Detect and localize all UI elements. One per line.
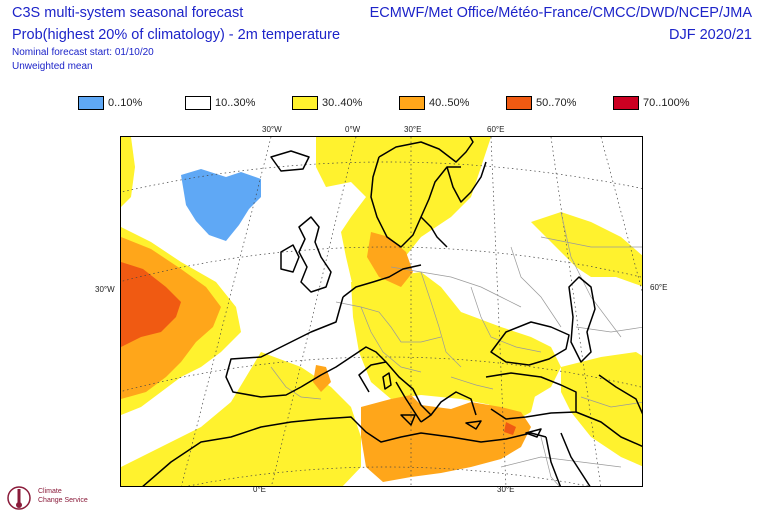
copernicus-logo: Climate Change Service bbox=[4, 478, 114, 518]
lon-label-right: 60°E bbox=[650, 283, 668, 292]
legend-item: 40..50% bbox=[399, 95, 469, 111]
legend-label: 30..40% bbox=[322, 97, 363, 109]
forecast-start: Nominal forecast start: 01/10/20 bbox=[12, 47, 154, 58]
legend-swatch bbox=[185, 96, 211, 110]
map-subtitle: Prob(highest 20% of climatology) - 2m te… bbox=[12, 27, 341, 43]
graticule bbox=[121, 137, 642, 486]
legend-swatch bbox=[399, 96, 425, 110]
contributing-centres: ECMWF/Met Office/Météo-France/CMCC/DWD/N… bbox=[369, 5, 752, 21]
legend-item: 50..70% bbox=[506, 95, 576, 111]
red-regions bbox=[121, 262, 516, 435]
coastlines bbox=[142, 137, 642, 486]
blue-region bbox=[181, 169, 261, 241]
legend: 0..10% 10..30% 30..40% 40..50% 50..70% 7… bbox=[78, 95, 698, 113]
legend-label: 50..70% bbox=[536, 97, 577, 109]
probability-map bbox=[120, 136, 643, 487]
legend-label: 10..30% bbox=[215, 97, 256, 109]
lon-label-top: 30°W bbox=[262, 125, 282, 134]
season-label: DJF 2020/21 bbox=[668, 27, 752, 43]
lon-label-top: 0°W bbox=[345, 125, 361, 134]
legend-label: 40..50% bbox=[429, 97, 470, 109]
legend-item: 70..100% bbox=[613, 95, 689, 111]
lon-label-left: 30°W bbox=[95, 285, 115, 294]
lon-label-bottom: 30°E bbox=[497, 485, 515, 494]
lon-label-top: 60°E bbox=[487, 125, 505, 134]
country-borders bbox=[270, 211, 642, 486]
logo-text: Change Service bbox=[38, 497, 88, 504]
map-title: C3S multi-system seasonal forecast bbox=[12, 5, 244, 21]
legend-swatch bbox=[506, 96, 532, 110]
legend-swatch bbox=[613, 96, 639, 110]
legend-item: 30..40% bbox=[292, 95, 362, 111]
legend-item: 10..30% bbox=[185, 95, 255, 111]
legend-label: 0..10% bbox=[108, 97, 143, 109]
mean-type: Unweighted mean bbox=[12, 61, 93, 72]
legend-swatch bbox=[292, 96, 318, 110]
map-canvas bbox=[121, 137, 642, 486]
logo-text: Climate bbox=[38, 488, 62, 495]
legend-item: 0..10% bbox=[78, 95, 142, 111]
lon-label-bottom: 0°E bbox=[253, 485, 266, 494]
lon-label-top: 30°E bbox=[404, 125, 422, 134]
legend-label: 70..100% bbox=[643, 97, 690, 109]
climate-logo-icon bbox=[7, 486, 31, 510]
legend-swatch bbox=[78, 96, 104, 110]
